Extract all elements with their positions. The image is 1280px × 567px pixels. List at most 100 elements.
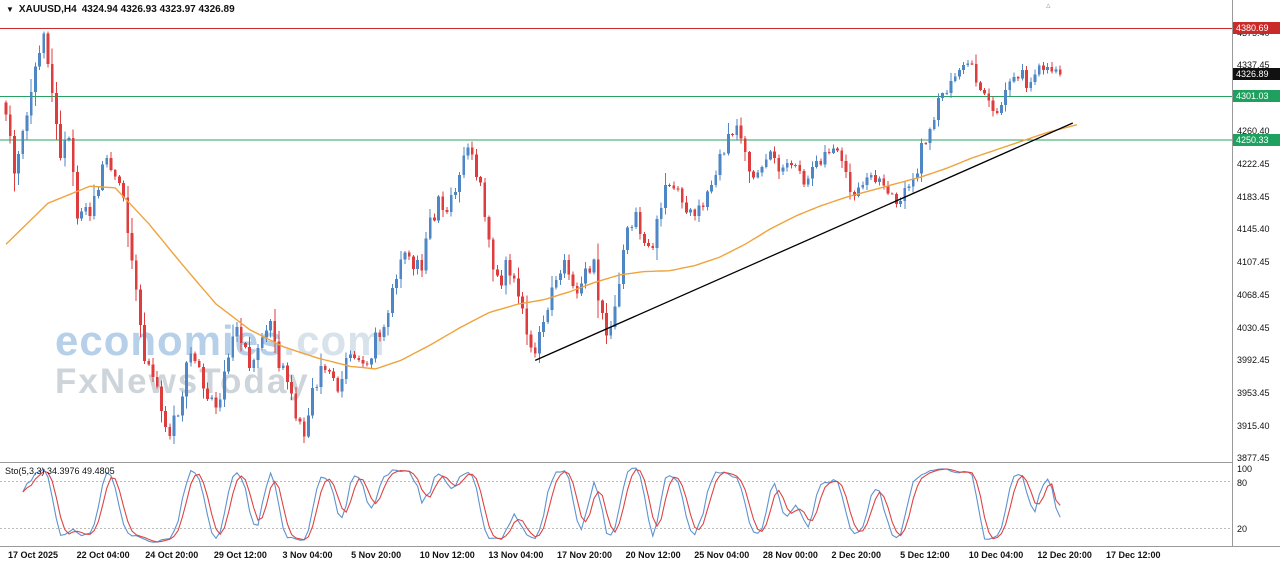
- candle: [1004, 89, 1007, 105]
- candle: [819, 161, 823, 165]
- candle: [218, 399, 222, 408]
- candle: [651, 246, 655, 249]
- candle: [143, 324, 146, 362]
- time-axis[interactable]: 17 Oct 2025 22 Oct 04:00 24 Oct 20:00 29 Oc…: [0, 549, 1280, 566]
- candle: [949, 80, 953, 94]
- candle: [441, 196, 445, 211]
- candle: [806, 178, 810, 185]
- candle: [668, 185, 671, 187]
- candle: [214, 397, 218, 408]
- candle: [634, 212, 638, 228]
- candle: [487, 217, 491, 240]
- candle: [1021, 70, 1024, 79]
- candle: [71, 137, 75, 173]
- candle: [202, 366, 205, 389]
- candle: [928, 129, 932, 144]
- candle: [966, 63, 970, 65]
- candle: [185, 362, 188, 397]
- stoch-main-line: [22, 467, 1061, 543]
- candle: [273, 320, 277, 342]
- symbol-dropdown-icon[interactable]: ▼: [6, 5, 14, 14]
- candle: [252, 359, 256, 369]
- candle: [953, 76, 957, 81]
- stochastic-chart-canvas[interactable]: [0, 463, 1232, 546]
- candle: [382, 326, 386, 337]
- candle: [437, 196, 440, 221]
- candle: [428, 217, 432, 239]
- stochastic-panel[interactable]: Sto(5,3,3) 34.3976 49.4805: [0, 463, 1232, 546]
- candle: [206, 388, 209, 399]
- chart-shift-icon[interactable]: ▵: [1046, 0, 1051, 10]
- candle: [231, 336, 235, 358]
- candle: [189, 353, 193, 363]
- candle: [743, 138, 747, 153]
- candle: [122, 183, 125, 198]
- candle: [4, 102, 8, 115]
- price-axis[interactable]: 4375.404337.454260.404222.454183.454145.…: [1233, 0, 1280, 546]
- candle: [298, 418, 302, 422]
- candle: [403, 252, 407, 260]
- candle: [592, 259, 596, 273]
- candle: [235, 326, 239, 337]
- time-axis-label: 5 Dec 12:00: [900, 550, 950, 560]
- candle: [164, 411, 167, 428]
- candle: [349, 354, 352, 359]
- candle: [1008, 81, 1012, 90]
- time-axis-separator: [0, 546, 1280, 547]
- price-badge-support: 4301.03: [1233, 90, 1280, 103]
- candle: [811, 167, 814, 179]
- candle: [659, 207, 663, 220]
- moving-average-line[interactable]: [5, 124, 1078, 370]
- symbol-info-bar: ▼ XAUUSD,H4 4324.94 4326.93 4323.97 4326…: [6, 4, 235, 15]
- candle: [21, 131, 25, 154]
- candle: [836, 148, 839, 151]
- candle: [210, 397, 214, 399]
- time-axis-label: 13 Nov 04:00: [488, 550, 544, 560]
- candle: [302, 421, 306, 437]
- candle: [580, 283, 583, 294]
- candle: [151, 364, 155, 377]
- candle: [1042, 65, 1045, 70]
- candle: [559, 273, 562, 280]
- candle: [92, 196, 96, 216]
- candle: [378, 332, 382, 337]
- candle: [176, 415, 180, 417]
- candle: [357, 358, 361, 360]
- candle: [365, 363, 369, 365]
- candle: [1033, 74, 1037, 83]
- candle: [865, 177, 869, 186]
- candle: [794, 164, 797, 166]
- candle: [764, 159, 768, 168]
- candle: [147, 361, 151, 365]
- candle: [466, 147, 470, 156]
- candle: [937, 98, 940, 121]
- candle: [529, 334, 533, 348]
- candle: [840, 150, 844, 162]
- time-axis-label: 22 Oct 04:00: [76, 550, 130, 560]
- candle: [328, 369, 331, 372]
- candles-group[interactable]: [4, 31, 1062, 445]
- candle: [983, 89, 986, 94]
- trendline[interactable]: [534, 122, 1074, 361]
- candle: [655, 219, 659, 249]
- candle: [777, 158, 781, 172]
- candle: [361, 359, 365, 364]
- candle: [46, 33, 50, 64]
- candle: [504, 260, 508, 286]
- candle: [710, 185, 713, 192]
- candle: [827, 151, 831, 154]
- candle: [172, 415, 176, 436]
- candle: [265, 330, 268, 338]
- price-badge-current: 4326.89: [1233, 68, 1280, 81]
- time-axis-label: 17 Dec 12:00: [1106, 550, 1161, 560]
- time-axis-label: 17 Nov 20:00: [557, 550, 613, 560]
- price-tick-label: 4107.45: [1237, 256, 1270, 267]
- price-chart-canvas[interactable]: [0, 0, 1232, 462]
- price-tick-label: 3877.45: [1237, 453, 1270, 464]
- candle: [248, 347, 251, 369]
- candle: [899, 200, 902, 204]
- candle: [458, 175, 461, 193]
- candle: [50, 63, 54, 94]
- candle: [449, 195, 453, 213]
- candle: [470, 147, 474, 155]
